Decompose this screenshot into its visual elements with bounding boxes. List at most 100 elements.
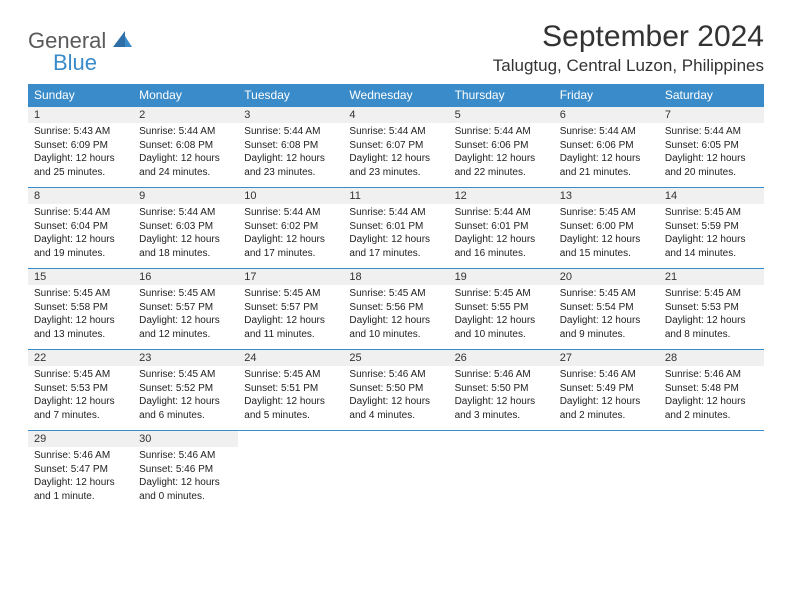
day-detail-cell: Sunrise: 5:44 AMSunset: 6:04 PMDaylight:… — [28, 204, 133, 269]
day-number-row: 2930 — [28, 431, 764, 448]
day-detail-cell: Sunrise: 5:46 AMSunset: 5:50 PMDaylight:… — [343, 366, 448, 431]
sunset-text: Sunset: 5:50 PM — [455, 382, 548, 396]
sunrise-text: Sunrise: 5:45 AM — [139, 287, 232, 301]
day-number-cell: 2 — [133, 107, 238, 124]
sunset-text: Sunset: 6:04 PM — [34, 220, 127, 234]
sunrise-text: Sunrise: 5:45 AM — [560, 206, 653, 220]
day-detail-cell — [238, 447, 343, 511]
daylight-text: Daylight: 12 hours and 16 minutes. — [455, 233, 548, 260]
sunset-text: Sunset: 6:01 PM — [349, 220, 442, 234]
day-number-row: 15161718192021 — [28, 269, 764, 286]
weekday-header: Thursday — [449, 84, 554, 107]
weekday-header: Sunday — [28, 84, 133, 107]
sunrise-text: Sunrise: 5:43 AM — [34, 125, 127, 139]
sunset-text: Sunset: 5:55 PM — [455, 301, 548, 315]
day-number-cell: 27 — [554, 350, 659, 367]
sunset-text: Sunset: 5:49 PM — [560, 382, 653, 396]
daylight-text: Daylight: 12 hours and 11 minutes. — [244, 314, 337, 341]
daylight-text: Daylight: 12 hours and 14 minutes. — [665, 233, 758, 260]
day-number-cell: 20 — [554, 269, 659, 286]
day-number-cell: 6 — [554, 107, 659, 124]
daylight-text: Daylight: 12 hours and 1 minute. — [34, 476, 127, 503]
daylight-text: Daylight: 12 hours and 10 minutes. — [455, 314, 548, 341]
sunrise-text: Sunrise: 5:44 AM — [349, 206, 442, 220]
day-number-cell: 12 — [449, 188, 554, 205]
day-detail-cell: Sunrise: 5:45 AMSunset: 5:57 PMDaylight:… — [238, 285, 343, 350]
daylight-text: Daylight: 12 hours and 4 minutes. — [349, 395, 442, 422]
sunrise-text: Sunrise: 5:44 AM — [34, 206, 127, 220]
sunset-text: Sunset: 6:03 PM — [139, 220, 232, 234]
sunset-text: Sunset: 5:54 PM — [560, 301, 653, 315]
day-number-cell: 17 — [238, 269, 343, 286]
daylight-text: Daylight: 12 hours and 17 minutes. — [244, 233, 337, 260]
sunset-text: Sunset: 5:59 PM — [665, 220, 758, 234]
sunrise-text: Sunrise: 5:44 AM — [139, 206, 232, 220]
sunset-text: Sunset: 6:06 PM — [455, 139, 548, 153]
daylight-text: Daylight: 12 hours and 0 minutes. — [139, 476, 232, 503]
day-detail-cell: Sunrise: 5:44 AMSunset: 6:03 PMDaylight:… — [133, 204, 238, 269]
sunset-text: Sunset: 5:53 PM — [34, 382, 127, 396]
sunrise-text: Sunrise: 5:45 AM — [139, 368, 232, 382]
location-subtitle: Talugtug, Central Luzon, Philippines — [493, 56, 764, 76]
weekday-header: Wednesday — [343, 84, 448, 107]
sunrise-text: Sunrise: 5:45 AM — [665, 287, 758, 301]
sunrise-text: Sunrise: 5:44 AM — [244, 125, 337, 139]
day-number-row: 22232425262728 — [28, 350, 764, 367]
day-number-cell: 30 — [133, 431, 238, 448]
daylight-text: Daylight: 12 hours and 2 minutes. — [560, 395, 653, 422]
weekday-header: Friday — [554, 84, 659, 107]
sunset-text: Sunset: 5:51 PM — [244, 382, 337, 396]
day-detail-cell: Sunrise: 5:44 AMSunset: 6:02 PMDaylight:… — [238, 204, 343, 269]
sunset-text: Sunset: 6:07 PM — [349, 139, 442, 153]
daylight-text: Daylight: 12 hours and 9 minutes. — [560, 314, 653, 341]
sunrise-text: Sunrise: 5:44 AM — [455, 125, 548, 139]
day-detail-cell: Sunrise: 5:45 AMSunset: 5:59 PMDaylight:… — [659, 204, 764, 269]
day-detail-cell: Sunrise: 5:45 AMSunset: 5:58 PMDaylight:… — [28, 285, 133, 350]
day-number-cell: 11 — [343, 188, 448, 205]
sunset-text: Sunset: 5:47 PM — [34, 463, 127, 477]
day-detail-cell — [449, 447, 554, 511]
day-number-cell: 13 — [554, 188, 659, 205]
daylight-text: Daylight: 12 hours and 12 minutes. — [139, 314, 232, 341]
day-number-cell: 1 — [28, 107, 133, 124]
sunset-text: Sunset: 5:46 PM — [139, 463, 232, 477]
day-number-cell — [238, 431, 343, 448]
day-detail-cell: Sunrise: 5:45 AMSunset: 6:00 PMDaylight:… — [554, 204, 659, 269]
sunrise-text: Sunrise: 5:45 AM — [560, 287, 653, 301]
day-detail-cell: Sunrise: 5:46 AMSunset: 5:49 PMDaylight:… — [554, 366, 659, 431]
sunset-text: Sunset: 6:06 PM — [560, 139, 653, 153]
daylight-text: Daylight: 12 hours and 25 minutes. — [34, 152, 127, 179]
sunset-text: Sunset: 5:57 PM — [244, 301, 337, 315]
day-number-row: 1234567 — [28, 107, 764, 124]
sunset-text: Sunset: 5:57 PM — [139, 301, 232, 315]
sunrise-text: Sunrise: 5:46 AM — [560, 368, 653, 382]
daylight-text: Daylight: 12 hours and 15 minutes. — [560, 233, 653, 260]
day-number-cell — [343, 431, 448, 448]
day-detail-row: Sunrise: 5:45 AM Sunset: 5:58 PM Daylight:… — [28, 285, 764, 350]
calendar-table: Sunday Monday Tuesday Wednesday Thursday… — [28, 84, 764, 511]
day-number-cell — [554, 431, 659, 448]
day-number-cell: 26 — [449, 350, 554, 367]
weekday-header: Tuesday — [238, 84, 343, 107]
day-detail-cell — [659, 447, 764, 511]
brand-logo: General — [28, 20, 135, 54]
day-detail-cell: Sunrise: 5:44 AMSunset: 6:06 PMDaylight:… — [449, 123, 554, 188]
day-detail-cell: Sunrise: 5:44 AMSunset: 6:08 PMDaylight:… — [133, 123, 238, 188]
day-number-cell: 8 — [28, 188, 133, 205]
sunrise-text: Sunrise: 5:44 AM — [455, 206, 548, 220]
calendar-body: 1234567Sunrise: 5:43 AMSunset: 6:09 PMDa… — [28, 107, 764, 512]
day-number-cell: 18 — [343, 269, 448, 286]
weekday-header: Saturday — [659, 84, 764, 107]
day-detail-cell: Sunrise: 5:46 AMSunset: 5:48 PMDaylight:… — [659, 366, 764, 431]
sunrise-text: Sunrise: 5:44 AM — [244, 206, 337, 220]
day-detail-cell: Sunrise: 5:46 AMSunset: 5:46 PMDaylight:… — [133, 447, 238, 511]
sunset-text: Sunset: 6:05 PM — [665, 139, 758, 153]
weekday-header-row: Sunday Monday Tuesday Wednesday Thursday… — [28, 84, 764, 107]
sunrise-text: Sunrise: 5:46 AM — [139, 449, 232, 463]
sunrise-text: Sunrise: 5:45 AM — [455, 287, 548, 301]
sunset-text: Sunset: 5:58 PM — [34, 301, 127, 315]
sunrise-text: Sunrise: 5:44 AM — [560, 125, 653, 139]
day-detail-cell: Sunrise: 5:44 AMSunset: 6:05 PMDaylight:… — [659, 123, 764, 188]
sunrise-text: Sunrise: 5:46 AM — [455, 368, 548, 382]
header: General September 2024 Talugtug, Central… — [28, 20, 764, 76]
